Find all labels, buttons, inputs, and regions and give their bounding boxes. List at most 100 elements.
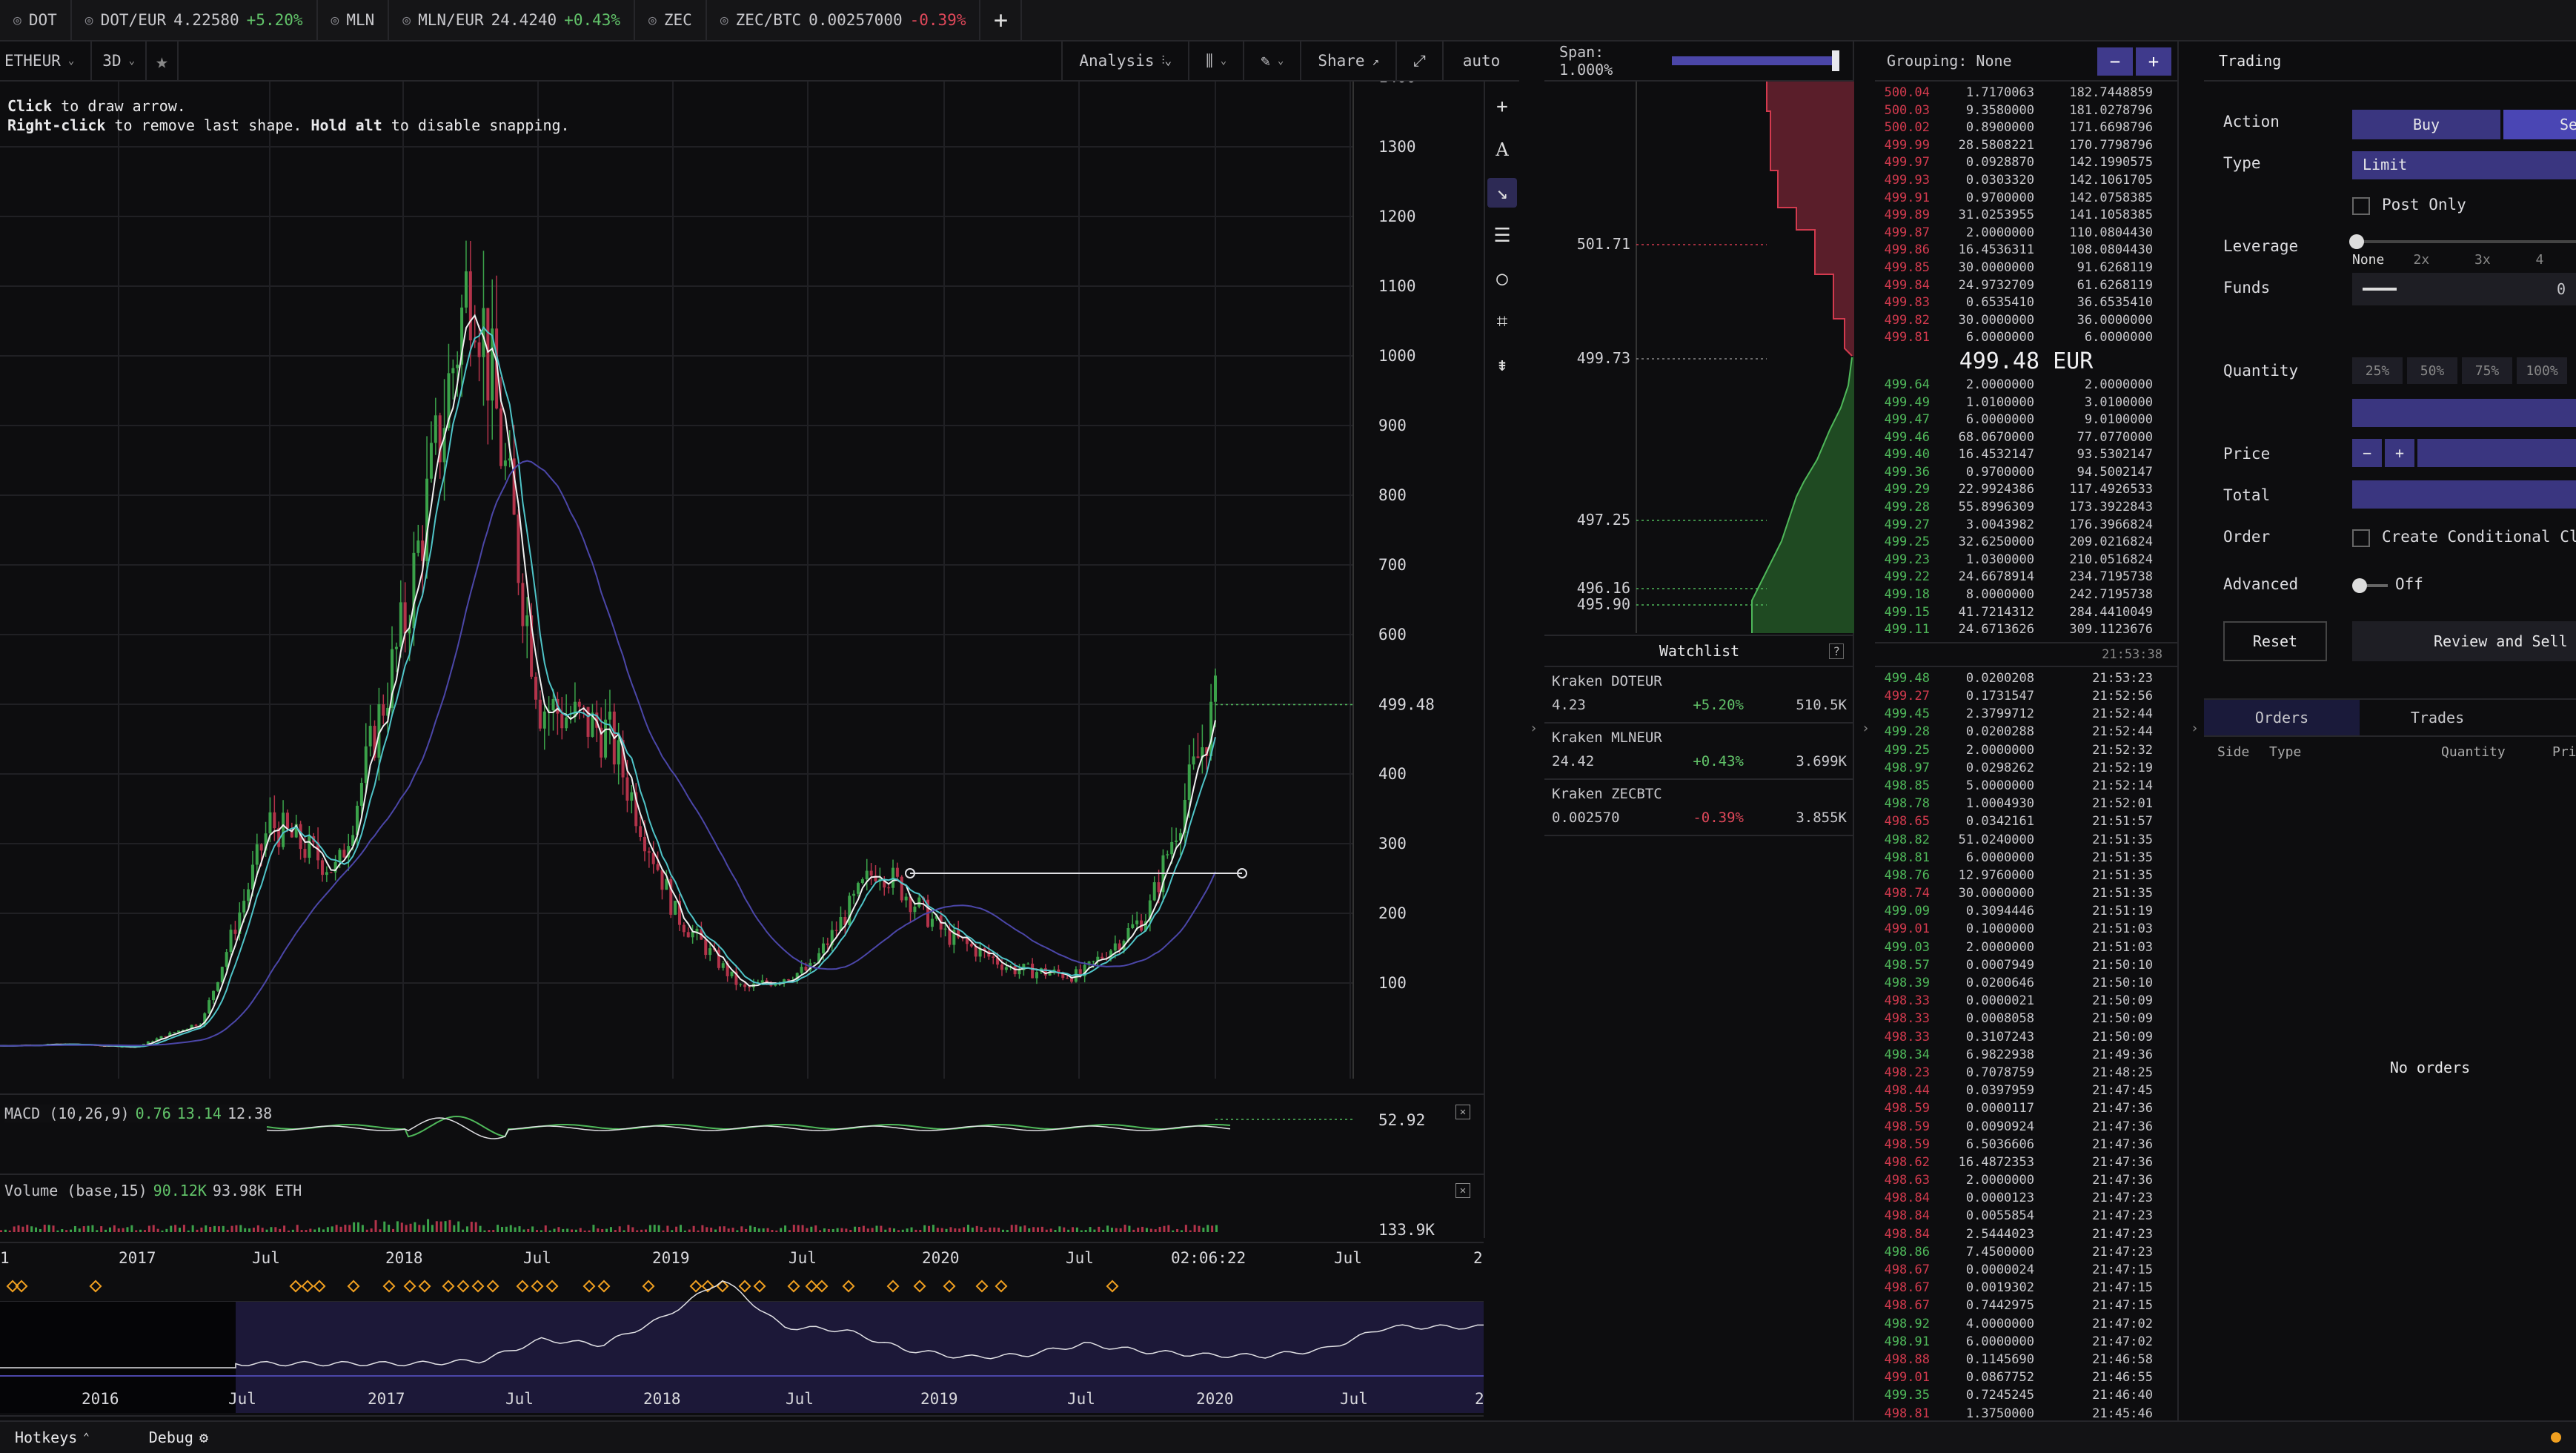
price-chart[interactable]: 14001300120011001000900800700600499.4840… (0, 82, 1484, 1420)
price-input[interactable] (2417, 439, 2576, 467)
event-marker[interactable] (457, 1280, 470, 1293)
event-marker[interactable] (347, 1280, 360, 1293)
trades-row[interactable]: 498.78 1.0004930 21:52:01 (1875, 795, 2177, 813)
span-slider[interactable] (1672, 50, 1839, 71)
asks-row[interactable]: 499.82 30.0000000 36.0000000 (1875, 312, 2177, 330)
trades-row[interactable]: 498.65 0.0342161 21:51:57 (1875, 813, 2177, 831)
bids-row[interactable]: 499.25 32.6250000 209.0216824 (1875, 534, 2177, 552)
event-marker[interactable] (531, 1280, 544, 1293)
trades-row[interactable]: 499.01 0.0867752 21:46:55 (1875, 1369, 2177, 1387)
event-marker[interactable] (582, 1280, 596, 1293)
debug-button[interactable]: Debug ⚙ (134, 1429, 223, 1446)
funds-percent-button[interactable]: 75% (2462, 357, 2512, 384)
event-marker[interactable] (805, 1280, 818, 1293)
leverage-option[interactable]: 3x (2474, 252, 2491, 268)
trades-row[interactable]: 498.76 12.9760000 21:51:35 (1875, 867, 2177, 885)
asks-row[interactable]: 500.04 1.7170063 182.7448859 (1875, 85, 2177, 102)
event-marker[interactable] (516, 1280, 529, 1293)
trades-row[interactable]: 498.91 6.0000000 21:47:02 (1875, 1334, 2177, 1351)
event-marker[interactable] (15, 1280, 28, 1293)
collapse-depth-arrow[interactable]: › (1862, 721, 1870, 736)
event-marker[interactable] (642, 1280, 655, 1293)
event-marker[interactable] (289, 1280, 302, 1293)
orders-tab[interactable]: Orders (2204, 700, 2360, 735)
bids-row[interactable]: 499.47 6.0000000 9.0100000 (1875, 411, 2177, 429)
trades-row[interactable]: 498.59 0.0000117 21:47:36 (1875, 1100, 2177, 1118)
trades-row[interactable]: 499.45 2.3799712 21:52:44 (1875, 706, 2177, 724)
ticker-tab[interactable]: ◎ DOT (0, 0, 72, 41)
order-type-select[interactable]: Limit (2352, 151, 2576, 179)
sell-button[interactable]: Se (2503, 110, 2576, 139)
trades-row[interactable]: 498.57 0.0007949 21:50:10 (1875, 957, 2177, 975)
trades-row[interactable]: 498.97 0.0298262 21:52:19 (1875, 760, 2177, 778)
bids-row[interactable]: 499.49 1.0100000 3.0100000 (1875, 394, 2177, 412)
watchlist-item[interactable]: Kraken MLNEUR 24.42 +0.43% 3.699K (1544, 724, 1854, 780)
navigator-window[interactable] (236, 1302, 1484, 1413)
asks-row[interactable]: 499.81 6.0000000 6.0000000 (1875, 329, 2177, 347)
funds-field[interactable]: 0 (2352, 273, 2576, 305)
trades-row[interactable]: 498.85 5.0000000 21:52:14 (1875, 778, 2177, 795)
trades-row[interactable]: 498.62 16.4872353 21:47:36 (1875, 1154, 2177, 1172)
trades-row[interactable]: 498.63 2.0000000 21:47:36 (1875, 1172, 2177, 1190)
asks-row[interactable]: 499.89 31.0253955 141.1058385 (1875, 207, 2177, 225)
ticker-tab[interactable]: ◎ ZEC/BTC 0.00257000 -0.39% (707, 0, 981, 41)
arrow-tool-icon[interactable]: ↘ (1487, 178, 1517, 208)
bids-row[interactable]: 499.46 68.0670000 77.0770000 (1875, 429, 2177, 447)
event-marker[interactable] (403, 1280, 416, 1293)
event-marker[interactable] (913, 1280, 926, 1293)
bids-row[interactable]: 499.23 1.0300000 210.0516824 (1875, 552, 2177, 569)
crosshair-icon[interactable]: + (1496, 96, 1508, 118)
trades-row[interactable]: 498.84 0.0055854 21:47:23 (1875, 1208, 2177, 1225)
collapse-book-arrow[interactable]: › (2191, 721, 2199, 736)
trades-row[interactable]: 498.33 0.0008058 21:50:09 (1875, 1010, 2177, 1028)
bids-row[interactable]: 499.28 55.8996309 173.3922843 (1875, 499, 2177, 517)
bids-row[interactable]: 499.36 0.9700000 94.5002147 (1875, 464, 2177, 482)
asks-row[interactable]: 500.02 0.8900000 171.6698796 (1875, 119, 2177, 137)
watchlist-item[interactable]: Kraken ZECBTC 0.002570 -0.39% 3.855K (1544, 780, 1854, 836)
event-marker[interactable] (842, 1280, 855, 1293)
buy-button[interactable]: Buy (2352, 110, 2500, 139)
grouping-increase-button[interactable]: + (2136, 47, 2171, 76)
trades-row[interactable]: 499.27 0.1731547 21:52:56 (1875, 688, 2177, 706)
trades-row[interactable]: 498.67 0.0019302 21:47:15 (1875, 1280, 2177, 1297)
horizontal-lines-icon[interactable]: ☰ (1493, 225, 1511, 247)
event-marker[interactable] (943, 1280, 956, 1293)
asks-row[interactable]: 499.91 0.9700000 142.0758385 (1875, 190, 2177, 208)
asks-row[interactable]: 499.83 0.6535410 36.6535410 (1875, 294, 2177, 312)
trades-row[interactable]: 498.88 0.1145690 21:46:58 (1875, 1351, 2177, 1369)
bids-row[interactable]: 499.64 2.0000000 2.0000000 (1875, 377, 2177, 394)
asks-row[interactable]: 499.85 30.0000000 91.6268119 (1875, 259, 2177, 277)
draw-tool-button[interactable]: ✎ ⌄ (1244, 41, 1302, 81)
event-marker[interactable] (689, 1280, 703, 1293)
event-marker[interactable] (313, 1280, 326, 1293)
event-marker[interactable] (787, 1280, 800, 1293)
event-marker[interactable] (89, 1280, 102, 1293)
asks-row[interactable]: 499.87 2.0000000 110.0804430 (1875, 225, 2177, 242)
asks-row[interactable]: 499.97 0.0928870 142.1990575 (1875, 154, 2177, 172)
measure-tool-icon[interactable]: ⇟ (1496, 354, 1508, 376)
asks-row[interactable]: 500.03 9.3580000 181.0278796 (1875, 102, 2177, 120)
asks-row[interactable]: 499.86 16.4536311 108.0804430 (1875, 242, 2177, 259)
ticker-tab[interactable]: ◎ ZEC (635, 0, 707, 41)
add-tab-button[interactable]: + (980, 0, 1023, 41)
arrow-handle[interactable] (1237, 868, 1247, 878)
trades-row[interactable]: 498.33 0.3107243 21:50:09 (1875, 1029, 2177, 1047)
quantity-input[interactable] (2352, 399, 2576, 427)
trades-row[interactable]: 498.82 51.0240000 21:51:35 (1875, 832, 2177, 850)
bids-row[interactable]: 499.22 24.6678914 234.7195738 (1875, 569, 2177, 586)
analysis-button[interactable]: Analysis ⫶⌄ (1061, 41, 1190, 81)
funds-percent-button[interactable]: 50% (2407, 357, 2457, 384)
trades-row[interactable]: 499.25 2.0000000 21:52:32 (1875, 742, 2177, 760)
event-marker[interactable] (597, 1280, 611, 1293)
close-macd-button[interactable]: ✕ (1455, 1105, 1470, 1119)
trades-row[interactable]: 499.28 0.0200288 21:52:44 (1875, 724, 2177, 741)
event-marker[interactable] (471, 1280, 485, 1293)
orders-tab[interactable]: Pos (2515, 700, 2576, 735)
hotkeys-button[interactable]: Hotkeys ⌃ (0, 1429, 104, 1446)
trades-row[interactable]: 498.84 2.5444023 21:47:23 (1875, 1226, 2177, 1244)
trades-row[interactable]: 499.01 0.1000000 21:51:03 (1875, 921, 2177, 939)
trades-row[interactable]: 498.74 30.0000000 21:51:35 (1875, 885, 2177, 903)
close-volume-button[interactable]: ✕ (1455, 1183, 1470, 1198)
trades-row[interactable]: 499.03 2.0000000 21:51:03 (1875, 939, 2177, 957)
event-marker[interactable] (815, 1280, 829, 1293)
